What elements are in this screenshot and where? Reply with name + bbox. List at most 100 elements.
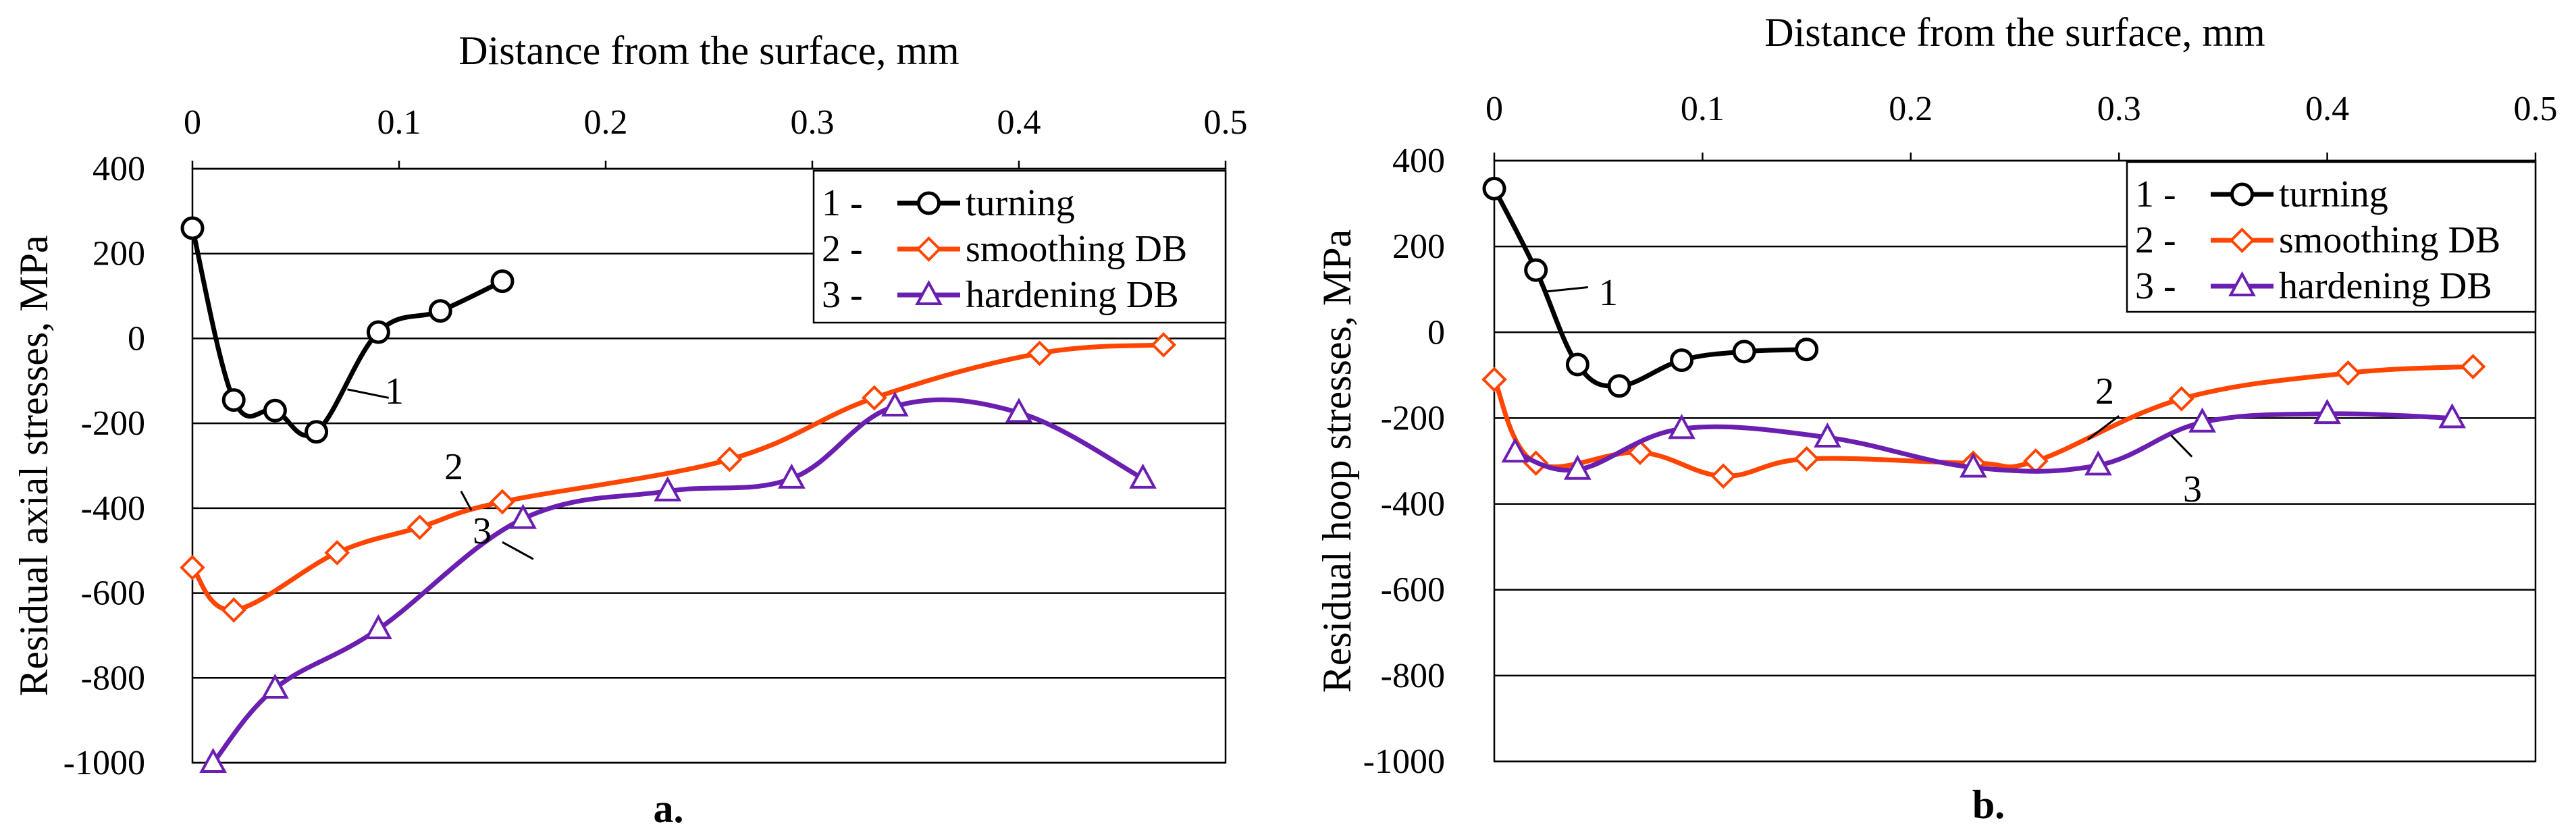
- x-tick-label: 0.4: [2305, 90, 2349, 128]
- x-tick-label: 0.5: [1204, 103, 1248, 142]
- y-tick-label: -800: [81, 659, 145, 697]
- y-tick-label: -800: [1381, 657, 1445, 695]
- data-point: [1129, 463, 1157, 489]
- data-point: [1814, 422, 1841, 448]
- data-point: [716, 446, 743, 473]
- y-tick-label: -600: [81, 574, 145, 613]
- legend-index: 2 -: [2135, 219, 2176, 261]
- data-point: [861, 385, 887, 411]
- series-line: [1492, 186, 1810, 389]
- data-point: [1026, 340, 1053, 367]
- x-tick-label: 0.5: [2514, 90, 2558, 128]
- x-tick-label: 0.3: [2097, 90, 2141, 128]
- x-tick-label: 0.2: [1889, 90, 1933, 128]
- x-axis-label: Distance from the surface, mm: [458, 28, 959, 73]
- data-point: [1151, 332, 1177, 358]
- data-point: [2335, 360, 2361, 386]
- y-tick-label: 400: [93, 150, 145, 188]
- data-point: [263, 398, 287, 423]
- legend-marker: [2229, 227, 2255, 253]
- chart-panel-1: 400 200 0 -200 -400 -600 -800 -1000 0 0.1 0.2 0.3 0.…: [11, 28, 1248, 831]
- legend-label: turning: [966, 182, 1075, 224]
- callout-label: 2: [444, 446, 463, 488]
- x-axis-label: Distance from the surface, mm: [1764, 10, 2265, 55]
- x-tick-label: 0.4: [997, 103, 1041, 142]
- callout-label: 3: [2183, 468, 2202, 510]
- y-tick-label: -400: [1381, 485, 1445, 524]
- data-point: [1481, 367, 1507, 393]
- data-point: [881, 391, 909, 416]
- data-point: [366, 320, 390, 344]
- series-hardening-db: [199, 391, 1157, 773]
- legend-box: [812, 169, 1227, 324]
- plot-frame: [1493, 159, 2537, 763]
- data-point: [1793, 446, 1820, 472]
- callout-leader: [2170, 434, 2193, 458]
- callout-leader: [460, 491, 473, 511]
- data-point: [1565, 352, 1589, 377]
- data-point: [2023, 448, 2049, 474]
- y-tick-label: 0: [1427, 313, 1445, 352]
- data-point: [1563, 454, 1592, 480]
- data-point: [1482, 176, 1506, 200]
- callout-leader: [347, 388, 390, 399]
- panel-label: a.: [654, 786, 684, 831]
- x-tick-label: 0.1: [1681, 90, 1725, 128]
- data-point: [2313, 398, 2341, 425]
- callout-leader: [502, 541, 534, 560]
- data-point: [221, 388, 246, 412]
- data-point: [1795, 338, 1819, 362]
- x-tick-label: 0: [184, 103, 201, 142]
- series-hardening-db: [1501, 398, 2467, 480]
- data-point: [1627, 439, 1653, 466]
- data-point: [1524, 258, 1548, 282]
- callout-label: 3: [473, 510, 492, 552]
- y-tick-label: -1000: [63, 744, 145, 782]
- data-point: [778, 463, 806, 489]
- data-point: [1710, 463, 1737, 489]
- data-point: [180, 216, 205, 240]
- legend-index: 3 -: [822, 274, 863, 316]
- series-turning: [180, 216, 515, 444]
- data-point: [324, 540, 350, 566]
- legend-marker: [915, 279, 943, 305]
- data-point: [261, 673, 289, 699]
- x-tick-label: 0.1: [377, 103, 421, 142]
- series-smoothing-db: [180, 332, 1177, 623]
- data-point: [490, 269, 515, 294]
- y-axis-label: Residual hoop stresses, MPa: [1315, 230, 1359, 693]
- legend-index: 1 -: [2135, 173, 2176, 215]
- callout-leader: [2087, 415, 2120, 441]
- y-axis-label: Residual axial stresses, MPa: [11, 235, 56, 696]
- data-point: [199, 747, 227, 773]
- data-point: [1501, 437, 1529, 463]
- series-turning: [1482, 176, 1819, 398]
- data-point: [1005, 398, 1033, 423]
- data-point: [509, 504, 537, 529]
- legend-marker: [2230, 182, 2254, 207]
- legend-label: smoothing DB: [2279, 219, 2500, 261]
- series-line: [211, 397, 1146, 765]
- series-line: [190, 342, 1166, 613]
- legend-label: smoothing DB: [966, 228, 1187, 270]
- data-point: [654, 476, 682, 502]
- x-tick-label: 0: [1486, 90, 1503, 128]
- legend-index: 1 -: [822, 182, 863, 224]
- chart-panel-2: 400 200 0 -200 -400 -600 -800 -1000 0 0.1 0.2 0.3 0.…: [1315, 10, 2558, 827]
- legend-marker: [916, 236, 942, 262]
- legend-label: turning: [2279, 173, 2388, 215]
- y-tick-label: -1000: [1363, 742, 1445, 781]
- data-point: [490, 489, 515, 515]
- y-tick-label: 400: [1392, 142, 1445, 180]
- data-point: [2168, 385, 2194, 412]
- legend-index: 3 -: [2135, 265, 2176, 307]
- data-point: [1732, 340, 1756, 364]
- legend-marker: [917, 191, 941, 215]
- data-point: [2460, 354, 2486, 379]
- data-point: [2438, 403, 2467, 429]
- data-point: [2188, 407, 2216, 433]
- legend-label: hardening DB: [2279, 265, 2492, 307]
- data-point: [1670, 348, 1694, 373]
- x-tick-label: 0.2: [584, 103, 628, 142]
